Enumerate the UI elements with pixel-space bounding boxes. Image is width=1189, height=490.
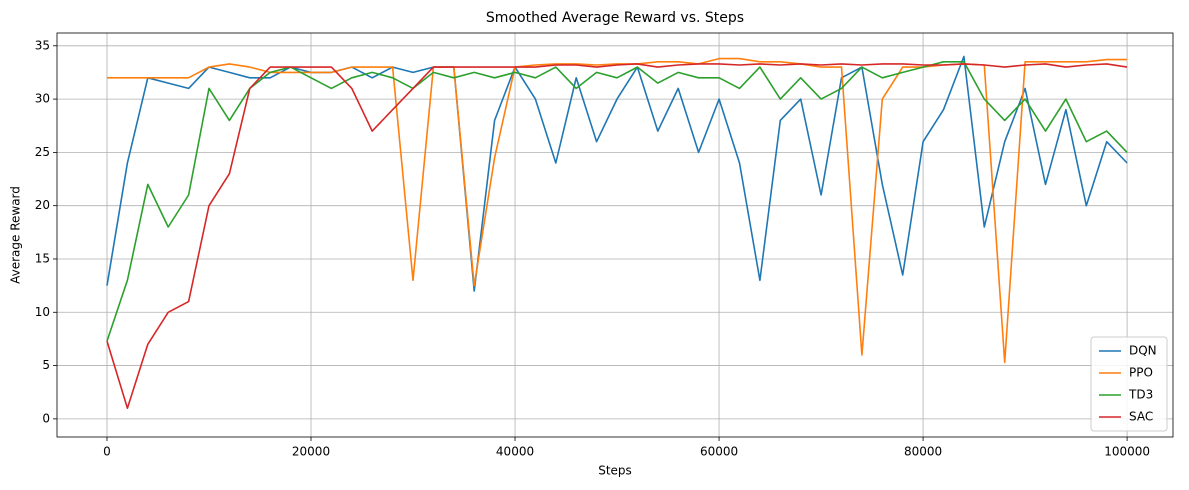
x-tick-label: 40000 xyxy=(496,445,534,459)
chart-title: Smoothed Average Reward vs. Steps xyxy=(486,10,744,26)
y-axis-label: Average Reward xyxy=(9,186,23,284)
plot-frame xyxy=(56,32,1174,438)
x-tick-label: 20000 xyxy=(292,445,330,459)
legend: DQN PPO TD3 SAC xyxy=(1090,336,1168,432)
y-tick-label: 30 xyxy=(35,92,50,106)
legend-label: SAC xyxy=(1129,410,1153,424)
legend-label: DQN xyxy=(1129,344,1157,358)
x-axis-label: Steps xyxy=(598,464,632,478)
y-tick-label: 10 xyxy=(35,305,50,319)
y-tick-label: 35 xyxy=(35,38,50,52)
y-tick-label: 20 xyxy=(35,198,50,212)
y-tick-label: 15 xyxy=(35,251,50,265)
x-tick-label: 60000 xyxy=(700,445,738,459)
x-tick-label: 100000 xyxy=(1104,445,1150,459)
y-tick-label: 5 xyxy=(42,358,50,372)
x-tick-label: 80000 xyxy=(904,445,942,459)
series-line xyxy=(106,55,1128,292)
series-line xyxy=(107,57,1128,364)
series-line xyxy=(106,63,1128,409)
legend-label: TD3 xyxy=(1128,388,1153,402)
x-tick-label: 0 xyxy=(103,445,111,459)
series-line xyxy=(106,61,1128,342)
y-tick-label: 0 xyxy=(42,411,50,425)
y-tick-label: 25 xyxy=(35,145,50,159)
legend-box xyxy=(1090,336,1168,432)
legend-label: PPO xyxy=(1129,366,1153,380)
